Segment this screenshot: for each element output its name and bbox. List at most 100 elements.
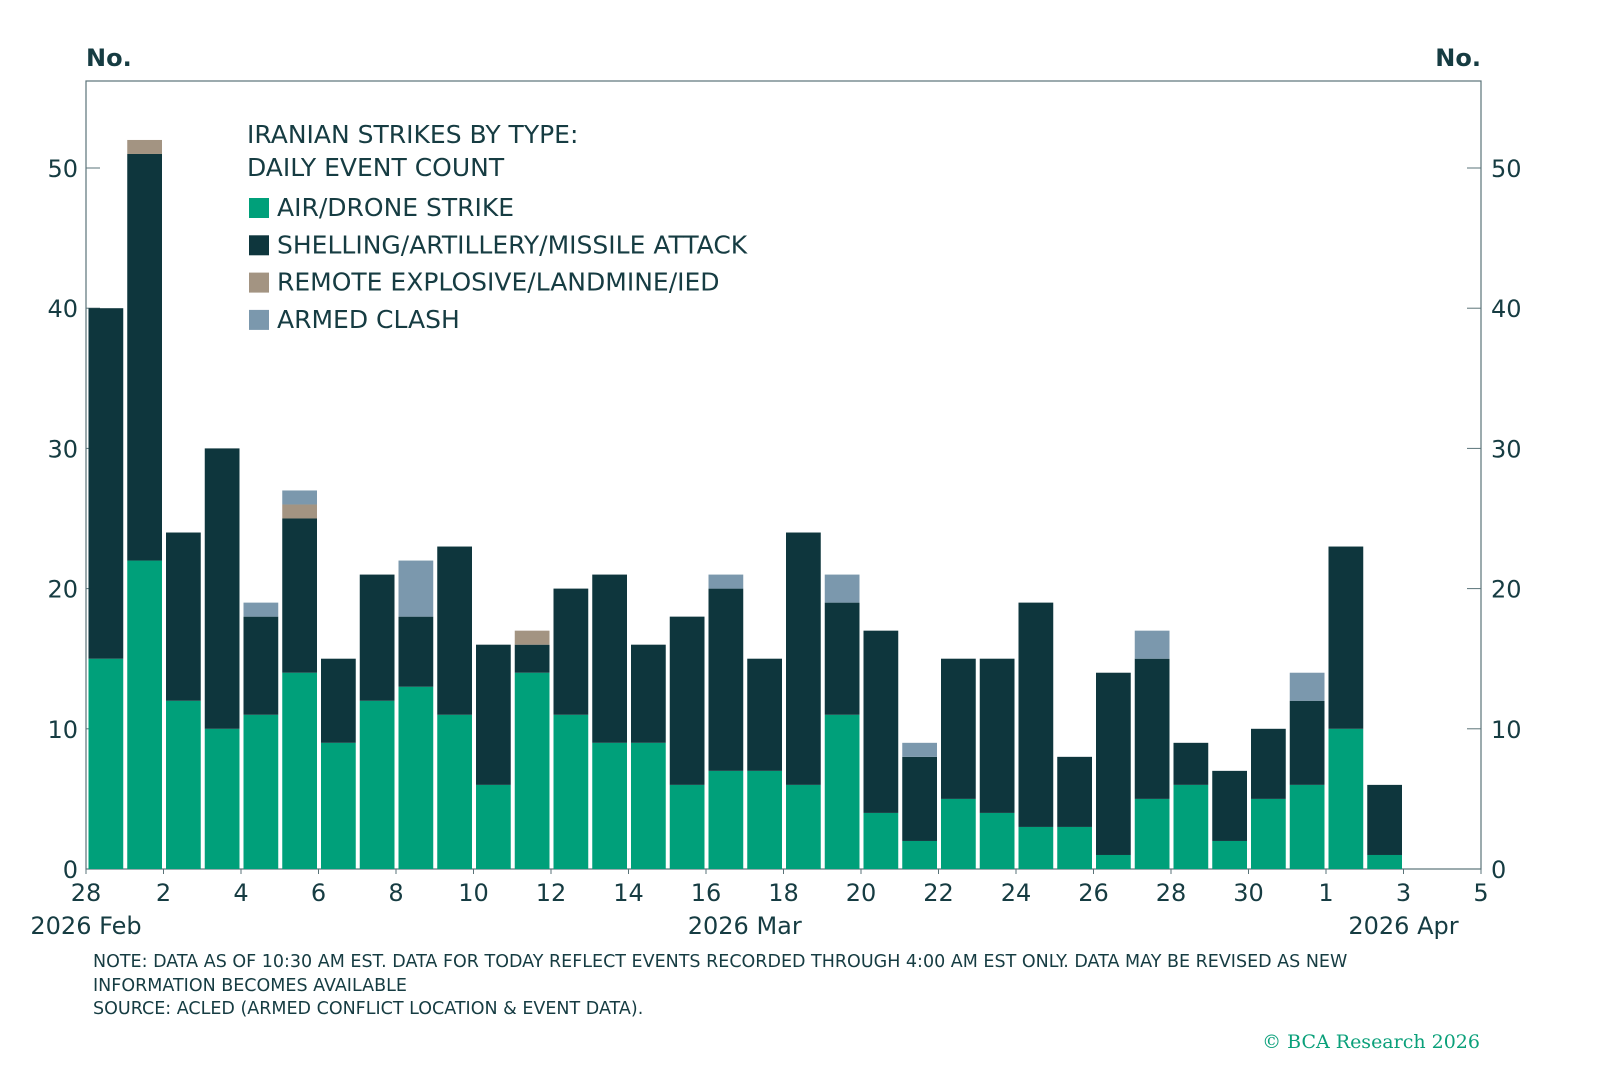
bar-segment-shelling — [1289, 700, 1325, 785]
bar-segment-air-drone — [1328, 728, 1364, 869]
bar-segment-air-drone — [1018, 826, 1054, 869]
bar-segment-shelling — [592, 574, 627, 743]
x-tick-label: 8 — [388, 879, 403, 907]
x-tick-label: 28 — [1156, 879, 1187, 907]
bar-segment-air-drone — [282, 672, 317, 869]
bar-segment-air-drone — [786, 784, 821, 869]
legend-label: REMOTE EXPLOSIVE/LANDMINE/IED — [277, 268, 720, 297]
y-tick-label-left: 10 — [47, 716, 78, 744]
bar-segment-armed-clash — [282, 490, 317, 505]
legend-label: ARMED CLASH — [277, 305, 460, 334]
bar-segment-shelling — [514, 644, 550, 673]
x-tick-label: 20 — [846, 879, 877, 907]
bar-segment-shelling — [1134, 658, 1170, 799]
x-tick-label: 5 — [1473, 879, 1488, 907]
x-tick-label: 28 — [71, 879, 102, 907]
x-tick-label: 4 — [233, 879, 248, 907]
bar-segment-air-drone — [1057, 826, 1092, 869]
bar-segment-shelling — [1367, 784, 1402, 855]
bar-segment-air-drone — [631, 742, 666, 869]
bar-segment-air-drone — [1251, 798, 1286, 869]
y-tick-label-right: 50 — [1491, 155, 1522, 183]
bar-segment-air-drone — [863, 812, 899, 869]
x-tick-label: 1 — [1318, 879, 1333, 907]
x-tick-label: 18 — [768, 879, 799, 907]
x-tick-label: 22 — [923, 879, 954, 907]
y-axis-label-right: No. — [1435, 44, 1481, 72]
bar-segment-shelling — [398, 616, 434, 687]
x-tick-label: 24 — [1001, 879, 1032, 907]
x-month-label: 2026 Mar — [688, 912, 802, 940]
bar-segment-remote-explosive — [127, 139, 162, 154]
x-tick-label: 16 — [691, 879, 722, 907]
bar-segment-air-drone — [592, 742, 627, 869]
bar-segment-armed-clash — [398, 560, 434, 617]
bar-segment-remote-explosive — [282, 504, 317, 519]
bar-segment-shelling — [88, 308, 124, 659]
bar-segment-armed-clash — [824, 574, 860, 603]
bar-segment-shelling — [127, 153, 162, 561]
legend-swatch — [249, 309, 269, 330]
x-tick-label: 3 — [1396, 879, 1411, 907]
footnote: NOTE: DATA AS OF 10:30 AM EST. DATA FOR … — [93, 951, 1423, 1022]
legend-swatch — [249, 198, 269, 218]
bar-segment-air-drone — [902, 840, 937, 869]
bar-segment-shelling — [941, 658, 976, 799]
x-tick-label: 12 — [536, 879, 567, 907]
bar-segment-armed-clash — [243, 602, 279, 617]
bar-segment-air-drone — [88, 658, 124, 869]
bar-segment-air-drone — [204, 728, 240, 869]
x-month-label: 2026 Apr — [1348, 912, 1458, 940]
bar-segment-air-drone — [127, 560, 162, 869]
bar-segment-shelling — [824, 602, 860, 715]
bar-segment-air-drone — [476, 784, 511, 869]
bar-segment-air-drone — [1289, 784, 1325, 869]
bar-segment-air-drone — [437, 714, 472, 869]
bar-segment-air-drone — [321, 742, 356, 869]
bar-segment-shelling — [204, 448, 240, 729]
bar-segment-shelling — [1251, 728, 1286, 799]
bar-segment-air-drone — [398, 686, 434, 869]
y-tick-label-left: 20 — [47, 576, 78, 604]
bar-segment-air-drone — [359, 700, 395, 869]
bar-segment-air-drone — [553, 714, 589, 869]
x-tick-label: 26 — [1078, 879, 1109, 907]
x-tick-label: 14 — [613, 879, 644, 907]
bar-segment-air-drone — [1134, 798, 1170, 869]
y-tick-label-left: 30 — [47, 435, 78, 463]
bar-segment-shelling — [1212, 770, 1247, 841]
bar-segment-shelling — [631, 644, 666, 743]
bar-segment-air-drone — [941, 798, 976, 869]
legend-swatch — [249, 272, 269, 293]
legend-swatch — [249, 235, 269, 256]
bar-segment-shelling — [282, 518, 317, 673]
y-tick-label-right: 10 — [1491, 716, 1522, 744]
x-tick-label: 10 — [458, 879, 489, 907]
bar-segment-air-drone — [243, 714, 279, 869]
bar-segment-armed-clash — [1134, 630, 1170, 659]
copyright-logo: © BCA Research 2026 — [1262, 1031, 1480, 1053]
bar-segment-air-drone — [708, 770, 744, 869]
bar-segment-shelling — [1173, 742, 1209, 785]
y-tick-label-left: 0 — [63, 856, 78, 884]
bar-segment-shelling — [1018, 602, 1054, 827]
y-tick-label-right: 40 — [1491, 295, 1522, 323]
bar-segment-armed-clash — [902, 742, 937, 757]
bar-segment-shelling — [437, 546, 472, 715]
y-tick-label-right: 20 — [1491, 576, 1522, 604]
bar-segment-shelling — [747, 658, 782, 771]
chart-title: DAILY EVENT COUNT — [247, 153, 505, 182]
y-tick-label-left: 40 — [47, 295, 78, 323]
legend-label: AIR/DRONE STRIKE — [277, 193, 514, 222]
bar-segment-air-drone — [1367, 854, 1402, 869]
y-tick-label-right: 0 — [1491, 856, 1506, 884]
bar-segment-shelling — [979, 658, 1015, 813]
x-tick-label: 6 — [311, 879, 326, 907]
bar-segment-shelling — [708, 588, 744, 771]
bar-segment-air-drone — [824, 714, 860, 869]
x-tick-label: 30 — [1233, 879, 1264, 907]
bar-segment-shelling — [359, 574, 395, 701]
bar-segment-shelling — [553, 588, 589, 715]
bar-segment-armed-clash — [708, 574, 744, 589]
